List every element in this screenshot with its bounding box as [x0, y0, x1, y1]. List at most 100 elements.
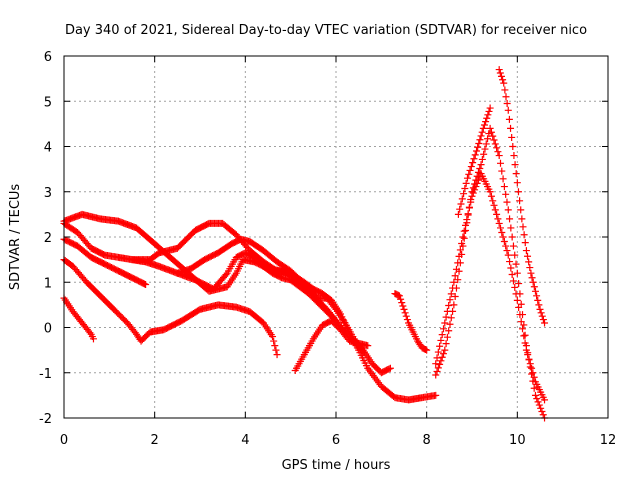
data-point [401, 309, 409, 317]
data-point [534, 296, 542, 304]
data-point [432, 360, 440, 368]
data-point [501, 86, 509, 94]
data-point [441, 346, 449, 354]
data-point [507, 264, 515, 272]
data-point [529, 369, 537, 377]
data-point [477, 132, 485, 140]
data-point [518, 215, 526, 223]
data-point [502, 93, 510, 101]
data-point [509, 277, 517, 285]
data-point [519, 325, 527, 333]
data-point [474, 168, 482, 176]
data-point [522, 342, 530, 350]
data-point [534, 398, 542, 406]
x-tick-label: 12 [600, 433, 617, 448]
data-point [512, 170, 520, 178]
data-point [451, 272, 459, 280]
data-point [458, 250, 466, 258]
data-point [458, 195, 466, 203]
data-point [467, 196, 475, 204]
y-tick-label: 3 [44, 186, 52, 201]
data-point [493, 144, 501, 152]
data-point [432, 371, 440, 379]
data-point [490, 201, 498, 209]
data-point [503, 198, 511, 206]
data-point [142, 281, 150, 289]
data-point [533, 292, 541, 300]
data-point [434, 348, 442, 356]
x-tick-label: 0 [60, 433, 68, 448]
y-tick-label: 2 [44, 231, 52, 246]
data-point [502, 190, 510, 198]
data-point [469, 184, 477, 192]
data-point [495, 152, 503, 160]
data-point [537, 309, 545, 317]
data-point [454, 210, 462, 218]
series-sat-g [173, 235, 349, 336]
data-point [507, 224, 515, 232]
series-sat-i [391, 290, 431, 354]
data-point [482, 140, 490, 148]
ticks [63, 55, 609, 419]
data-point [469, 159, 477, 167]
data-point [452, 284, 460, 292]
data-point [397, 295, 405, 303]
data-point [436, 342, 444, 350]
data-point [487, 192, 495, 200]
data-point [473, 147, 481, 155]
data-point [475, 139, 483, 147]
y-axis-label: SDTVAR / TECUs [8, 184, 23, 291]
data-point [442, 313, 450, 321]
series-sat-k [432, 124, 549, 422]
data-point [498, 228, 506, 236]
data-point [500, 79, 508, 87]
data-point [402, 312, 410, 320]
data-point [270, 337, 278, 345]
data-point [399, 302, 407, 310]
data-point [521, 239, 529, 247]
data-point [513, 269, 521, 277]
data-point [423, 346, 431, 354]
data-point [86, 329, 94, 337]
data-point [489, 132, 497, 140]
data-point [445, 302, 453, 310]
x-axis-label: GPS time / hours [282, 458, 391, 473]
data-point [222, 271, 230, 279]
data-point [447, 314, 455, 322]
data-point [484, 135, 492, 143]
data-point [386, 364, 394, 372]
data-point [486, 188, 494, 196]
data-point [481, 145, 489, 153]
data-point [504, 106, 512, 114]
data-point [364, 342, 372, 350]
data-point [395, 292, 403, 300]
data-point [541, 396, 549, 404]
data-point [440, 325, 448, 333]
data-point [459, 242, 467, 250]
data-point [539, 316, 547, 324]
data-point [500, 238, 508, 246]
data-point [450, 301, 458, 309]
data-point [529, 377, 537, 385]
data-point [273, 351, 281, 359]
y-tick-label: 6 [44, 50, 52, 65]
data-point [526, 363, 534, 371]
data-point [504, 206, 512, 214]
data-point [443, 333, 451, 341]
data-point [471, 151, 479, 159]
data-point [498, 167, 506, 175]
data-point [531, 287, 539, 295]
data-point [462, 179, 470, 187]
data-point [478, 128, 486, 136]
data-point [521, 331, 529, 339]
data-point [446, 296, 454, 304]
data-point [505, 115, 513, 123]
x-tick-label: 8 [423, 433, 431, 448]
data-point [535, 301, 543, 309]
y-tick-label: 5 [44, 95, 52, 110]
data-point [482, 118, 490, 126]
data-point [474, 143, 482, 151]
data-point [511, 283, 519, 291]
data-point [459, 233, 467, 241]
